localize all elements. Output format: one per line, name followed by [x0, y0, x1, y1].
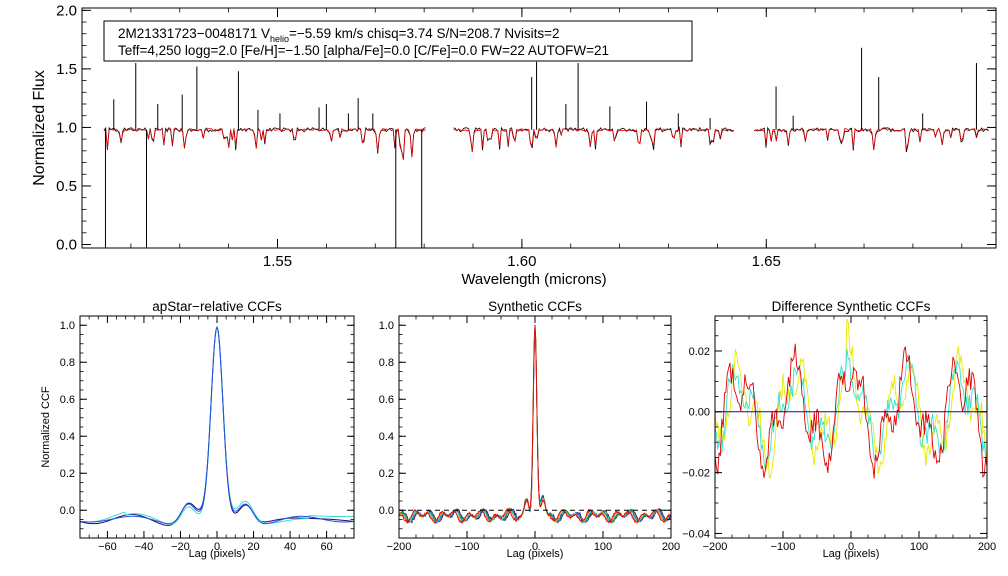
- y-tick-label: 0.02: [689, 346, 710, 358]
- y-tick-label: 0.00: [689, 407, 710, 419]
- header-box: 2M21331723−0048171 Vhelio=−5.59 km/s chi…: [103, 20, 693, 62]
- y-tick-label: 0.2: [60, 468, 75, 480]
- difference-ccf-xlabel: Lag (pixels): [823, 548, 880, 560]
- spectrum-frame: [81, 7, 997, 249]
- y-tick-label: 0.8: [379, 357, 394, 369]
- x-tick-label: −100: [455, 541, 480, 553]
- observed-spectrum-chip-1: [103, 126, 426, 160]
- x-tick-label: −20: [171, 541, 190, 553]
- apstar-ccf-frame: [79, 315, 355, 539]
- y-tick-label: 1.0: [60, 320, 75, 332]
- ccf-series-visit-1: [79, 325, 355, 526]
- x-tick-label: −200: [387, 541, 412, 553]
- x-tick-label: 0: [214, 541, 220, 553]
- y-tick-label: 0.0: [56, 237, 77, 254]
- ccf-series-orange: [398, 324, 672, 524]
- ccf-series-green: [398, 328, 672, 524]
- model-spectrum-chip-2: [453, 127, 735, 153]
- y-tick-label: 0.4: [60, 431, 75, 443]
- apstar-ccf-lines: [79, 325, 355, 526]
- x-tick-label: −100: [771, 541, 796, 553]
- difference-ccf-panel: −200 −100 0 100 200 −0.04 −0.02 0.00 0.02 Differ…: [682, 299, 996, 560]
- header-line-1: 2M21331723−0048171 Vhelio=−5.59 km/s chi…: [118, 26, 560, 44]
- synthetic-ccf-title: Synthetic CCFs: [488, 299, 582, 314]
- apstar-ccf-panel: −60 −40 −20 0 20 40 60 0.0 0.2 0.4 0.6 0.8 1.0 apSta…: [40, 299, 355, 560]
- y-tick-label: 1.0: [379, 320, 394, 332]
- synthetic-ccf-ticks: −200 −100 0 100 200 0.0 0.2 0.4 0.6 0.8 1.0: [379, 316, 680, 553]
- diff-series-red: [714, 343, 988, 479]
- x-tick-label: 1.55: [263, 253, 292, 270]
- x-tick-label: 1.60: [507, 253, 536, 270]
- x-tick-label: −40: [135, 541, 154, 553]
- x-tick-label: 100: [594, 541, 612, 553]
- y-tick-label: 0.4: [379, 431, 394, 443]
- y-tick-label: 1.0: [56, 120, 77, 137]
- x-tick-label: 0: [532, 541, 538, 553]
- y-tick-label: 0.0: [379, 505, 394, 517]
- x-tick-label: 1.65: [752, 253, 781, 270]
- x-tick-label: −200: [703, 541, 728, 553]
- y-tick-label: 0.6: [379, 394, 394, 406]
- synthetic-ccf-lines: [398, 324, 672, 525]
- y-tick-label: 0.0: [60, 505, 75, 517]
- x-tick-label: 0: [848, 541, 854, 553]
- apstar-ccf-ticks: −60 −40 −20 0 20 40 60 0.0 0.2 0.4 0.6 0.8 1.0: [60, 316, 355, 553]
- header-line-2: Teff=4,250 logg=2.0 [Fe/H]=−1.50 [alpha/…: [118, 43, 609, 58]
- difference-ccf-frame: [714, 315, 988, 539]
- ccf-series-purple: [398, 329, 672, 524]
- header-box-frame: [103, 20, 693, 62]
- synthetic-ccf-frame: [398, 315, 672, 539]
- y-tick-label: 0.5: [56, 178, 77, 195]
- x-tick-label: 20: [247, 541, 259, 553]
- synthetic-ccf-xlabel: Lag (pixels): [507, 548, 564, 560]
- spectrum-lines: [103, 47, 989, 248]
- x-tick-label: 100: [910, 541, 928, 553]
- synthetic-ccf-panel: −200 −100 0 100 200 0.0 0.2 0.4 0.6 0.8 1.0 Synthe…: [379, 299, 680, 560]
- apstar-ccf-ylabel: Normalized CCF: [40, 386, 52, 468]
- spectrum-panel: 1.55 1.60 1.65 0.0 0.5 1.0 1.5 2.0 Normalized F…: [31, 3, 997, 288]
- model-spectrum-chip-3: [753, 127, 989, 150]
- spectrum-ticks: 1.55 1.60 1.65 0.0 0.5 1.0 1.5 2.0: [56, 3, 996, 270]
- diff-series-yellow: [714, 318, 988, 479]
- y-tick-label: −0.02: [682, 467, 710, 479]
- ccf-series-visit-2: [79, 325, 355, 525]
- model-spectrum-chip-1: [103, 127, 426, 160]
- header-line-1-sub: helio: [270, 34, 289, 44]
- difference-ccf-lines: [714, 318, 988, 479]
- x-tick-label: 60: [320, 541, 332, 553]
- y-tick-label: −0.04: [682, 528, 710, 540]
- x-tick-label: −60: [98, 541, 117, 553]
- spectrum-xlabel: Wavelength (microns): [461, 271, 606, 288]
- y-tick-label: 0.6: [60, 394, 75, 406]
- y-tick-label: 1.5: [56, 61, 77, 78]
- apstar-ccf-xlabel: Lag (pixels): [189, 548, 246, 560]
- x-tick-label: 40: [284, 541, 296, 553]
- ccf-series-cyan: [398, 324, 672, 524]
- difference-ccf-ticks: −200 −100 0 100 200 −0.04 −0.02 0.00 0.02: [682, 316, 996, 553]
- apstar-ccf-title: apStar−relative CCFs: [152, 299, 282, 314]
- difference-ccf-title: Difference Synthetic CCFs: [772, 299, 931, 314]
- x-tick-label: 200: [978, 541, 996, 553]
- spectrum-ylabel: Normalized Flux: [31, 70, 48, 186]
- ccf-series-blue: [398, 327, 672, 525]
- header-line-1-rest: =−5.59 km/s chisq=3.74 S/N=208.7 Nvisits…: [289, 26, 560, 41]
- y-tick-label: 0.2: [379, 468, 394, 480]
- header-line-1-main: 2M21331723−0048171 V: [118, 26, 270, 41]
- y-tick-label: 0.8: [60, 357, 75, 369]
- ccf-series-visit-3: [79, 325, 355, 525]
- ccf-series-red: [398, 324, 672, 524]
- x-tick-label: 200: [662, 541, 680, 553]
- y-tick-label: 2.0: [56, 3, 77, 20]
